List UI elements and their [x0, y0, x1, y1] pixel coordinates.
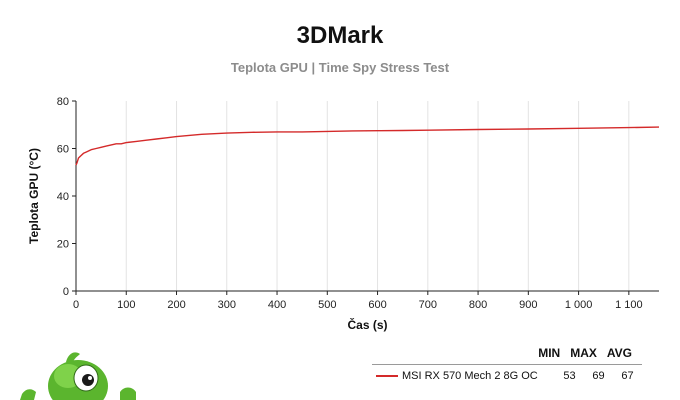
x-tick-label: 1 000: [565, 299, 593, 311]
y-tick-label: 20: [57, 239, 69, 251]
legend-max-value: 69: [592, 370, 605, 382]
x-tick-label: 900: [519, 299, 537, 311]
x-tick-label: 100: [117, 299, 135, 311]
legend-header-avg: AVG: [606, 346, 632, 360]
legend: MIN MAX AVG MSI RX 570 Mech 2 8G OC 53 6…: [372, 346, 642, 387]
y-tick-label: 80: [57, 96, 69, 108]
legend-series-name: MSI RX 570 Mech 2 8G OC: [402, 370, 538, 382]
x-tick-label: 600: [368, 299, 386, 311]
series-line: [75, 126, 660, 166]
x-tick-label: 0: [73, 299, 79, 311]
x-tick-label: 700: [419, 299, 437, 311]
legend-entry: MSI RX 570 Mech 2 8G OC 53 69 67: [372, 365, 642, 387]
x-tick-label: 200: [167, 299, 185, 311]
y-tick-label: 60: [57, 144, 69, 156]
legend-header: MIN MAX AVG: [372, 346, 642, 362]
legend-min-value: 53: [563, 370, 576, 382]
x-tick-label: 300: [218, 299, 236, 311]
legend-avg-value: 67: [621, 370, 634, 382]
x-tick-label: 500: [318, 299, 336, 311]
y-axis-title: Teplota GPU (°C): [27, 148, 41, 244]
x-axis-title: Čas (s): [347, 317, 387, 332]
y-tick-label: 0: [63, 286, 69, 298]
chart-title: 3DMark: [296, 22, 384, 49]
x-tick-label: 800: [469, 299, 487, 311]
legend-header-min: MIN: [538, 346, 561, 360]
y-tick-label: 40: [57, 191, 69, 203]
chart-subtitle: Teplota GPU | Time Spy Stress Test: [230, 60, 450, 75]
x-tick-label: 1 100: [615, 299, 643, 311]
x-tick-label: 400: [268, 299, 286, 311]
mascot-logo: [20, 352, 136, 400]
legend-swatch: [376, 375, 398, 377]
legend-divider: [372, 364, 642, 365]
legend-header-max: MAX: [570, 346, 597, 360]
